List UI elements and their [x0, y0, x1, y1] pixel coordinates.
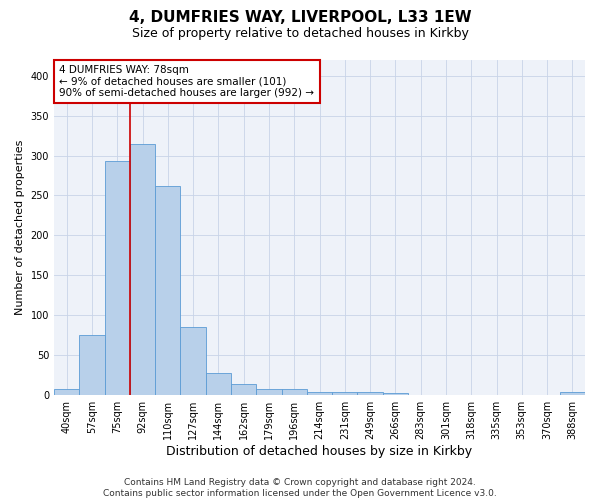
- Bar: [231, 384, 256, 394]
- Bar: [358, 392, 383, 394]
- Bar: [54, 389, 79, 394]
- Bar: [256, 389, 281, 394]
- Bar: [130, 144, 155, 394]
- Bar: [560, 392, 585, 394]
- Text: Contains HM Land Registry data © Crown copyright and database right 2024.
Contai: Contains HM Land Registry data © Crown c…: [103, 478, 497, 498]
- Bar: [79, 335, 104, 394]
- Bar: [181, 327, 206, 394]
- Bar: [383, 393, 408, 394]
- Bar: [281, 389, 307, 394]
- Bar: [206, 373, 231, 394]
- X-axis label: Distribution of detached houses by size in Kirkby: Distribution of detached houses by size …: [166, 444, 473, 458]
- Bar: [332, 392, 358, 394]
- Bar: [307, 392, 332, 394]
- Bar: [155, 186, 181, 394]
- Text: 4 DUMFRIES WAY: 78sqm
← 9% of detached houses are smaller (101)
90% of semi-deta: 4 DUMFRIES WAY: 78sqm ← 9% of detached h…: [59, 65, 314, 98]
- Bar: [104, 161, 130, 394]
- Y-axis label: Number of detached properties: Number of detached properties: [15, 140, 25, 315]
- Text: Size of property relative to detached houses in Kirkby: Size of property relative to detached ho…: [131, 28, 469, 40]
- Text: 4, DUMFRIES WAY, LIVERPOOL, L33 1EW: 4, DUMFRIES WAY, LIVERPOOL, L33 1EW: [128, 10, 472, 25]
